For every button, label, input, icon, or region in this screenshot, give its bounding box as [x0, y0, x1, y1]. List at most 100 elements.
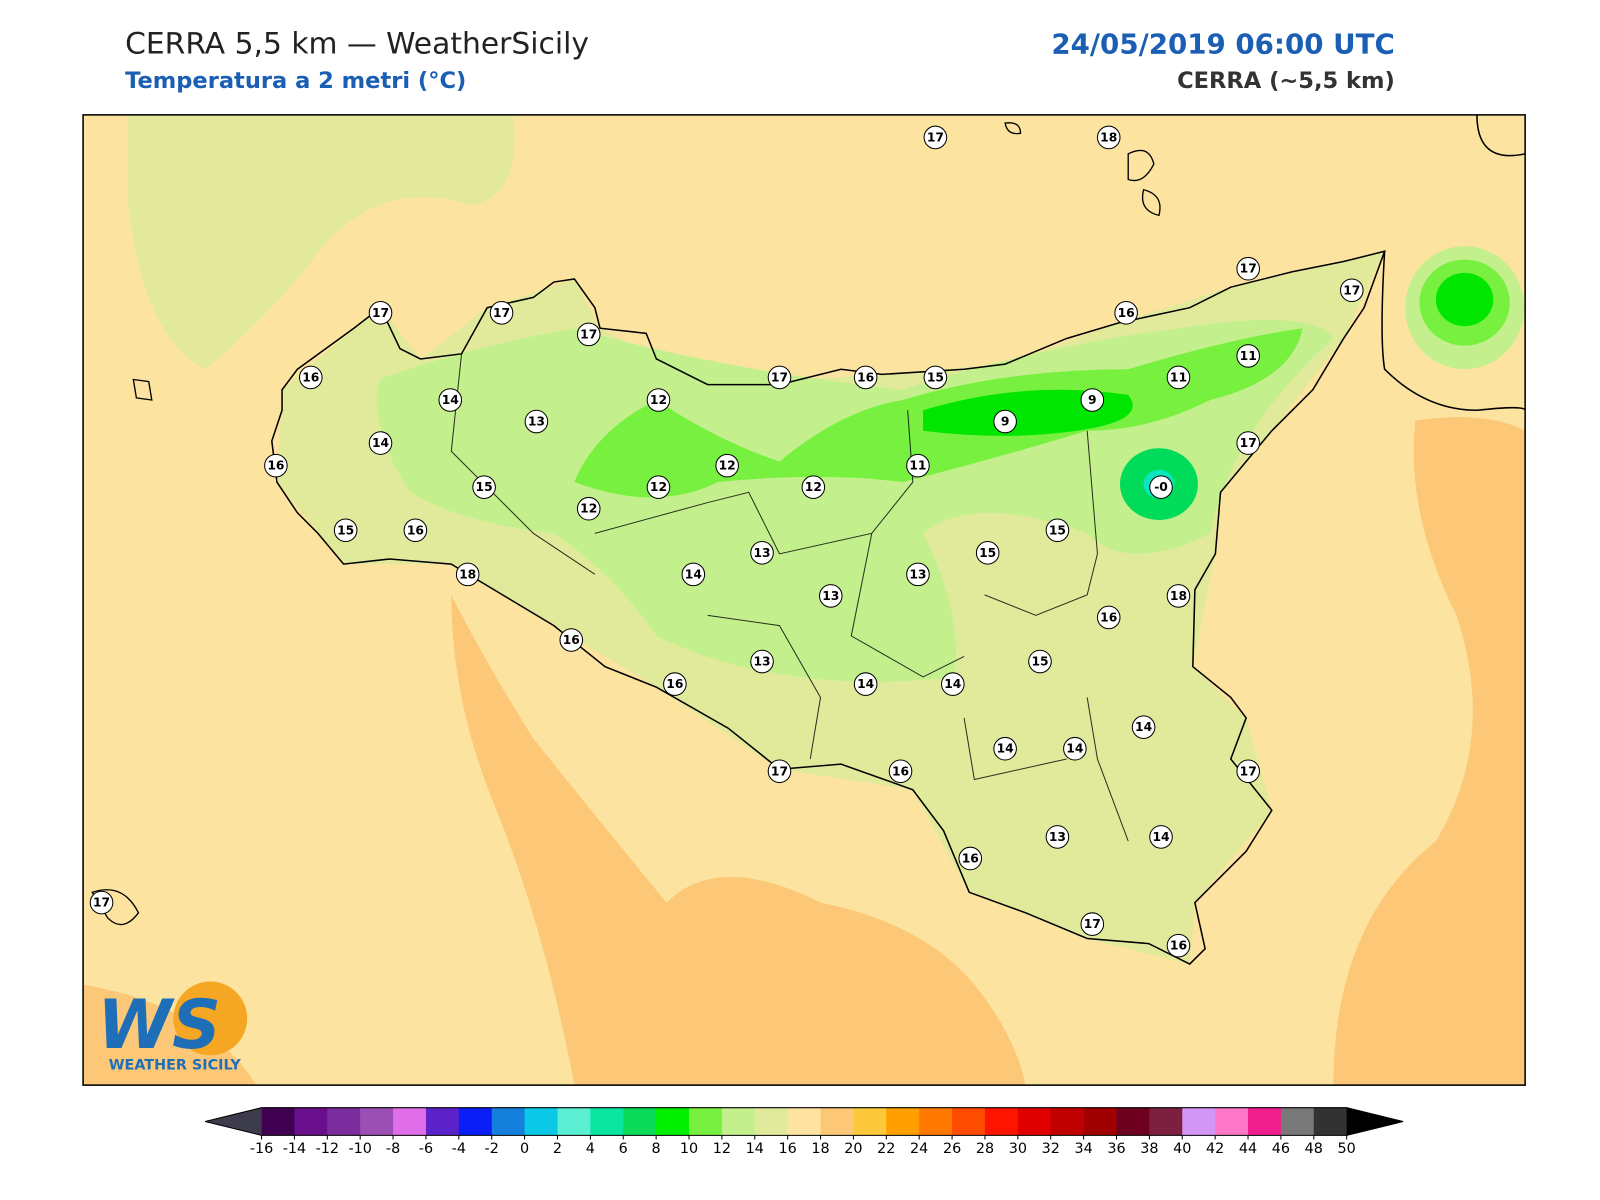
station-label: 18: [1170, 589, 1187, 603]
station-label: 17: [93, 896, 110, 910]
station-label: 14: [372, 436, 389, 450]
colorbar-tick-label: 50: [1338, 1141, 1356, 1157]
colorbar-tick-label: 12: [713, 1141, 731, 1157]
station-marker: [438, 388, 463, 412]
colorbar-tick-label: 14: [746, 1141, 764, 1157]
colorbar-segment: [721, 1107, 756, 1136]
subtitle: Temperatura a 2 metri (°C): [125, 68, 466, 94]
station-label: 14: [685, 567, 702, 581]
station-label: 12: [719, 459, 736, 473]
stations: 17 18 17 17 17 17 17 16 11 16 17 16 15 11 14 9 13 12 9 14 17…: [89, 125, 1364, 958]
colorbar-segment: [524, 1107, 558, 1136]
station-marker: [923, 125, 948, 150]
station-label: 11: [909, 459, 926, 473]
station-marker: [1063, 736, 1087, 761]
colorbar-segment: [1050, 1107, 1085, 1136]
station-marker: [767, 365, 792, 390]
model: CERRA (~5,5 km): [1177, 68, 1395, 94]
station-label: 16: [1100, 610, 1117, 624]
station-marker: [1166, 584, 1191, 608]
station-label: 18: [1100, 130, 1117, 144]
colorbar-segment: [853, 1107, 887, 1136]
colorbar-segment: [261, 1107, 295, 1136]
station-label: 13: [753, 546, 770, 560]
colorbar-tick-label: 0: [520, 1141, 529, 1157]
colorbar-segment: [984, 1107, 1019, 1136]
station-marker: [1149, 825, 1173, 849]
station-marker: [888, 759, 913, 784]
colorbar-segment: [787, 1107, 822, 1136]
station-marker: [750, 649, 774, 674]
station-marker: [958, 846, 983, 871]
station-label: 9: [1088, 393, 1097, 407]
station-label: 17: [1343, 283, 1360, 297]
station-label: 15: [476, 480, 493, 494]
station-label: 14: [1135, 720, 1152, 734]
colorbar-segment: [491, 1107, 526, 1136]
station-label: 16: [666, 677, 683, 691]
station-marker: [1096, 605, 1121, 630]
station-marker: [1131, 715, 1156, 739]
station-marker: [923, 365, 948, 390]
station-marker: [818, 584, 843, 608]
colorbar-segment: [919, 1107, 953, 1136]
station-marker: [750, 541, 774, 565]
colorbar-segment: [557, 1107, 591, 1136]
station-marker: [906, 453, 930, 478]
colorbar-tick-label: 34: [1074, 1141, 1092, 1157]
datetime: 24/05/2019 06:00 UTC: [1051, 27, 1394, 60]
station-marker: [1080, 912, 1105, 936]
station-label: 13: [753, 655, 770, 669]
station-marker: [767, 759, 792, 784]
station-marker: [1166, 933, 1191, 958]
colorbar-segment: [689, 1107, 723, 1136]
colorbar-segment: [952, 1107, 986, 1136]
station-label: 13: [822, 589, 839, 603]
station-label: 16: [407, 523, 424, 537]
station-marker: [1339, 278, 1364, 303]
station-label: 13: [1049, 830, 1066, 844]
colorbar-tick-label: 30: [1009, 1141, 1027, 1157]
logo-mark: WS: [97, 985, 220, 1064]
station-marker: [576, 496, 601, 521]
colorbar-segment: [1280, 1107, 1315, 1136]
colorbar-tick-label: 6: [619, 1141, 628, 1157]
colorbar-segment: [656, 1107, 690, 1136]
station-label: 17: [1240, 436, 1257, 450]
station-marker: [801, 475, 826, 499]
station-label: 16: [1170, 939, 1187, 953]
colorbar-tick-label: -16: [250, 1141, 273, 1157]
station-marker: [559, 628, 584, 652]
colorbar: -16 -14 -12 -10 -8 -6 -4 -2 0 2 4 6 8 10 12 14 16 18 20 22 2…: [205, 1107, 1404, 1157]
station-label: -0: [1154, 480, 1168, 494]
map-frame: [82, 114, 1526, 1086]
colorbar-segment: [1313, 1107, 1348, 1136]
station-marker: [975, 541, 1000, 565]
colorbar-segment: [294, 1107, 328, 1136]
station-marker: [853, 672, 878, 696]
station-label: 17: [771, 764, 788, 778]
logo-text: WEATHER SICILY: [109, 1058, 242, 1074]
station-marker: [993, 409, 1017, 434]
station-marker: [906, 562, 930, 587]
station-label: 14: [997, 742, 1014, 756]
colorbar-tick-label: 46: [1272, 1141, 1290, 1157]
colorbar-tick-label: 44: [1239, 1141, 1257, 1157]
colorbar-segment: [393, 1107, 427, 1136]
station-label: 14: [857, 677, 874, 691]
colorbar-tick-label: 4: [586, 1141, 595, 1157]
colorbar-segment: [458, 1107, 493, 1136]
station-label: 18: [459, 567, 476, 581]
station-label: 16: [563, 633, 580, 647]
station-marker: [403, 518, 428, 543]
colorbar-under: [205, 1107, 262, 1136]
station-label: 17: [580, 327, 597, 341]
station-label: 12: [650, 480, 667, 494]
station-label: 12: [805, 480, 822, 494]
colorbar-tick-label: 38: [1140, 1141, 1158, 1157]
station-marker: [1080, 388, 1105, 412]
colorbar-segment: [590, 1107, 624, 1136]
station-label: 16: [302, 370, 319, 384]
colorbar-tick-label: -8: [386, 1141, 400, 1157]
